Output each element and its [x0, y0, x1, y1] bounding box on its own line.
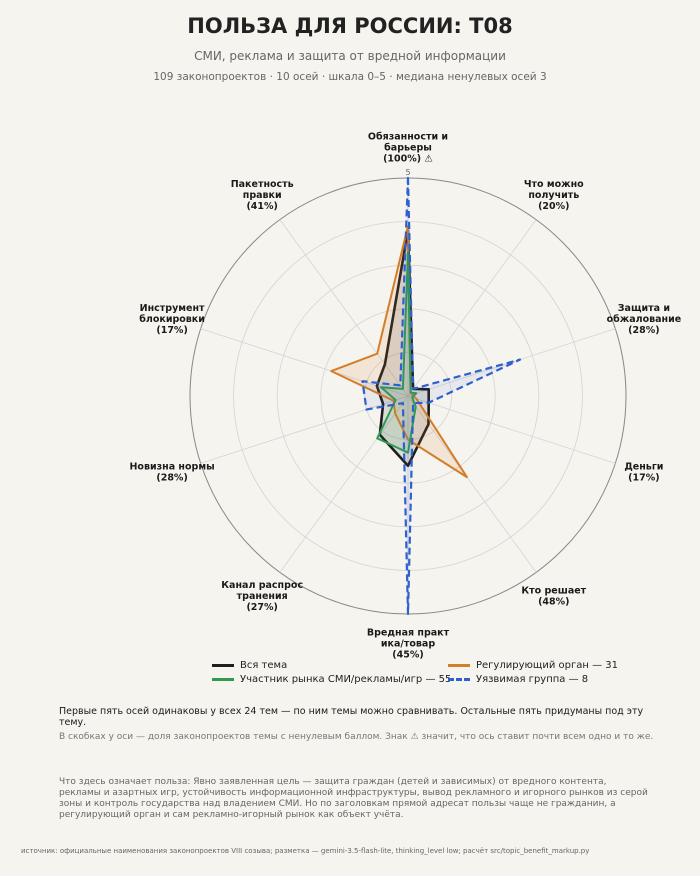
axis-label-line: Новизна нормы — [129, 462, 214, 473]
axis-label-line: транения — [237, 591, 288, 602]
series-polygon-3 — [361, 176, 522, 616]
note-comparability: Первые пять осей одинаковы у всех 24 тем… — [59, 706, 644, 728]
axis-label-line: (28%) — [628, 325, 659, 336]
spoke-7 — [200, 395, 409, 464]
source-line: источник: официальные наименования закон… — [21, 847, 590, 855]
radar-axis-labels: Обязанности и барьеры (100%) ⚠ Что можно пол… — [129, 132, 681, 661]
page-title: ПОЛЬЗА ДЛЯ РОССИИ: T08 — [187, 14, 513, 38]
axis-label-line: получить — [528, 190, 579, 201]
legend-item-all: Вся тема — [212, 660, 287, 671]
axis-label-line: (100%) ⚠ — [383, 154, 433, 165]
axis-label-line: Канал распрос — [221, 580, 303, 591]
axis-label-line: Защита и — [618, 303, 670, 314]
axis-label-line: Инструмент — [140, 303, 205, 314]
note-brackets: В скобках у оси — доля законопроектов те… — [59, 732, 654, 742]
legend-swatch-vulnerable — [448, 678, 470, 681]
spoke-3 — [407, 395, 616, 464]
axis-label-line: ика/товар — [381, 639, 435, 650]
axis-label-line: блокировки — [139, 314, 205, 325]
axis-label-9: Пакетность правки (41%) — [231, 179, 294, 212]
stats-line: 109 законопроектов · 10 осей · шкала 0–5… — [153, 71, 547, 83]
tick-label-max: 5 — [405, 168, 410, 177]
axis-label-line: Деньги — [624, 462, 663, 473]
axis-label-line: Обязанности и — [368, 132, 448, 143]
page-subtitle: СМИ, реклама и защита от вредной информа… — [194, 49, 506, 63]
series-polygon-1 — [330, 225, 468, 479]
legend-swatch-all — [212, 664, 234, 667]
spoke-1 — [407, 219, 537, 397]
spoke-9 — [279, 219, 409, 397]
radar-series — [330, 176, 522, 616]
axis-label-2: Защита и обжалование (28%) — [607, 303, 682, 336]
axis-label-3: Деньги (17%) — [624, 462, 663, 484]
axis-label-4: Кто решает (48%) — [521, 586, 586, 608]
note-benefit: Что здесь означает польза: Явно заявленн… — [59, 777, 648, 820]
legend-label-vulnerable: Уязвимая группа — 8 — [476, 674, 589, 685]
axis-label-6: Канал распрос транения (27%) — [221, 580, 303, 613]
legend-item-market: Участник рынка СМИ/рекламы/игр — 55 — [212, 674, 451, 685]
legend-label-market: Участник рынка СМИ/рекламы/игр — 55 — [240, 674, 452, 685]
spoke-6 — [279, 395, 409, 573]
axis-label-line: (20%) — [538, 201, 569, 212]
axis-label-line: барьеры — [384, 143, 432, 154]
axis-label-5: Вредная практ ика/товар (45%) — [367, 628, 450, 661]
axis-label-line: (17%) — [628, 473, 659, 484]
legend-label-all: Вся тема — [240, 660, 288, 671]
axis-label-1: Что можно получить (20%) — [524, 179, 584, 212]
axis-label-line: Что можно — [524, 179, 584, 190]
legend-swatch-market — [212, 678, 234, 681]
axis-label-line: (48%) — [538, 597, 569, 608]
axis-label-line: (41%) — [246, 201, 277, 212]
axis-label-line: (27%) — [246, 602, 277, 613]
legend-label-regulator: Регулирующий орган — 31 — [476, 660, 618, 671]
legend-item-vulnerable: Уязвимая группа — 8 — [448, 674, 588, 685]
axis-label-0: Обязанности и барьеры (100%) ⚠ — [368, 132, 448, 165]
axis-label-line: (45%) — [392, 650, 423, 661]
legend-item-regulator: Регулирующий орган — 31 — [448, 660, 618, 671]
axis-label-8: Инструмент блокировки (17%) — [139, 303, 205, 336]
axis-label-line: правки — [243, 190, 282, 201]
axis-label-line: Кто решает — [521, 586, 586, 597]
axis-label-line: Вредная практ — [367, 628, 450, 639]
axis-label-7: Новизна нормы (28%) — [129, 462, 214, 484]
axis-label-line: (17%) — [156, 325, 187, 336]
axis-label-line: обжалование — [607, 314, 682, 325]
spoke-8 — [200, 328, 409, 397]
axis-label-line: (28%) — [156, 473, 187, 484]
radar-chart: Обязанности и барьеры (100%) ⚠ Что можно пол… — [129, 132, 681, 661]
legend-swatch-regulator — [448, 664, 470, 667]
axis-label-line: Пакетность — [231, 179, 294, 190]
series-polygon-2 — [376, 251, 418, 454]
